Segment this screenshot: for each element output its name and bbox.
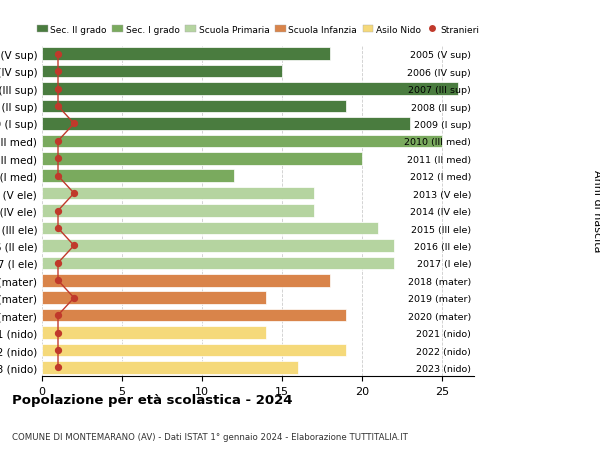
Point — [53, 86, 63, 93]
Point — [53, 103, 63, 111]
Bar — [42, 292, 266, 304]
Bar — [42, 48, 330, 61]
Point — [53, 364, 63, 371]
Bar — [42, 153, 362, 165]
Point — [53, 173, 63, 180]
Bar — [42, 222, 378, 235]
Point — [53, 312, 63, 319]
Point — [53, 347, 63, 354]
Point — [53, 138, 63, 145]
Bar — [42, 327, 266, 339]
Bar — [42, 274, 330, 287]
Point — [69, 121, 79, 128]
Point — [53, 155, 63, 162]
Point — [69, 242, 79, 250]
Bar — [42, 257, 394, 269]
Bar — [42, 240, 394, 252]
Point — [53, 260, 63, 267]
Point — [53, 207, 63, 215]
Bar — [42, 83, 458, 95]
Bar — [42, 205, 314, 218]
Legend: Sec. II grado, Sec. I grado, Scuola Primaria, Scuola Infanzia, Asilo Nido, Stran: Sec. II grado, Sec. I grado, Scuola Prim… — [33, 22, 483, 38]
Bar — [42, 101, 346, 113]
Text: Anni di nascita: Anni di nascita — [592, 170, 600, 252]
Bar — [42, 135, 442, 148]
Bar — [42, 309, 346, 322]
Point — [69, 294, 79, 302]
Point — [53, 329, 63, 336]
Bar — [42, 187, 314, 200]
Point — [53, 68, 63, 76]
Text: COMUNE DI MONTEMARANO (AV) - Dati ISTAT 1° gennaio 2024 - Elaborazione TUTTITALI: COMUNE DI MONTEMARANO (AV) - Dati ISTAT … — [12, 431, 408, 441]
Bar — [42, 344, 346, 357]
Text: Popolazione per età scolastica - 2024: Popolazione per età scolastica - 2024 — [12, 393, 293, 406]
Point — [53, 51, 63, 58]
Bar — [42, 170, 234, 183]
Bar — [42, 118, 410, 130]
Bar — [42, 361, 298, 374]
Point — [69, 190, 79, 197]
Bar — [42, 66, 282, 78]
Point — [53, 277, 63, 285]
Point — [53, 225, 63, 232]
